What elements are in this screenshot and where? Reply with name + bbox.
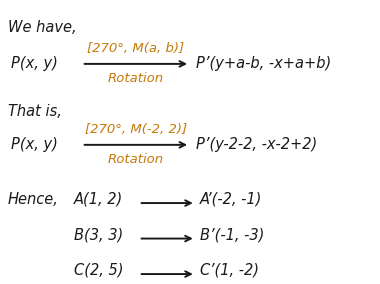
Text: P(x, y): P(x, y) [11,137,58,152]
Text: That is,: That is, [8,104,62,119]
Text: P(x, y): P(x, y) [11,57,58,71]
Text: Rotation: Rotation [108,153,164,166]
Text: A(1, 2): A(1, 2) [74,192,124,207]
Text: C(2, 5): C(2, 5) [74,263,124,278]
Text: P’(y-2-2, -x-2+2): P’(y-2-2, -x-2+2) [196,137,317,152]
Text: [270°, M(-2, 2)]: [270°, M(-2, 2)] [85,123,187,136]
Text: [270°, M(a, b)]: [270°, M(a, b)] [87,42,184,55]
Text: B’(-1, -3): B’(-1, -3) [200,227,264,242]
Text: B(3, 3): B(3, 3) [74,227,124,242]
Text: Hence,: Hence, [8,192,59,207]
Text: We have,: We have, [8,20,76,35]
Text: C’(1, -2): C’(1, -2) [200,263,258,278]
Text: P’(y+a-b, -x+a+b): P’(y+a-b, -x+a+b) [196,57,331,71]
Text: A’(-2, -1): A’(-2, -1) [200,192,262,207]
Text: Rotation: Rotation [108,72,164,85]
